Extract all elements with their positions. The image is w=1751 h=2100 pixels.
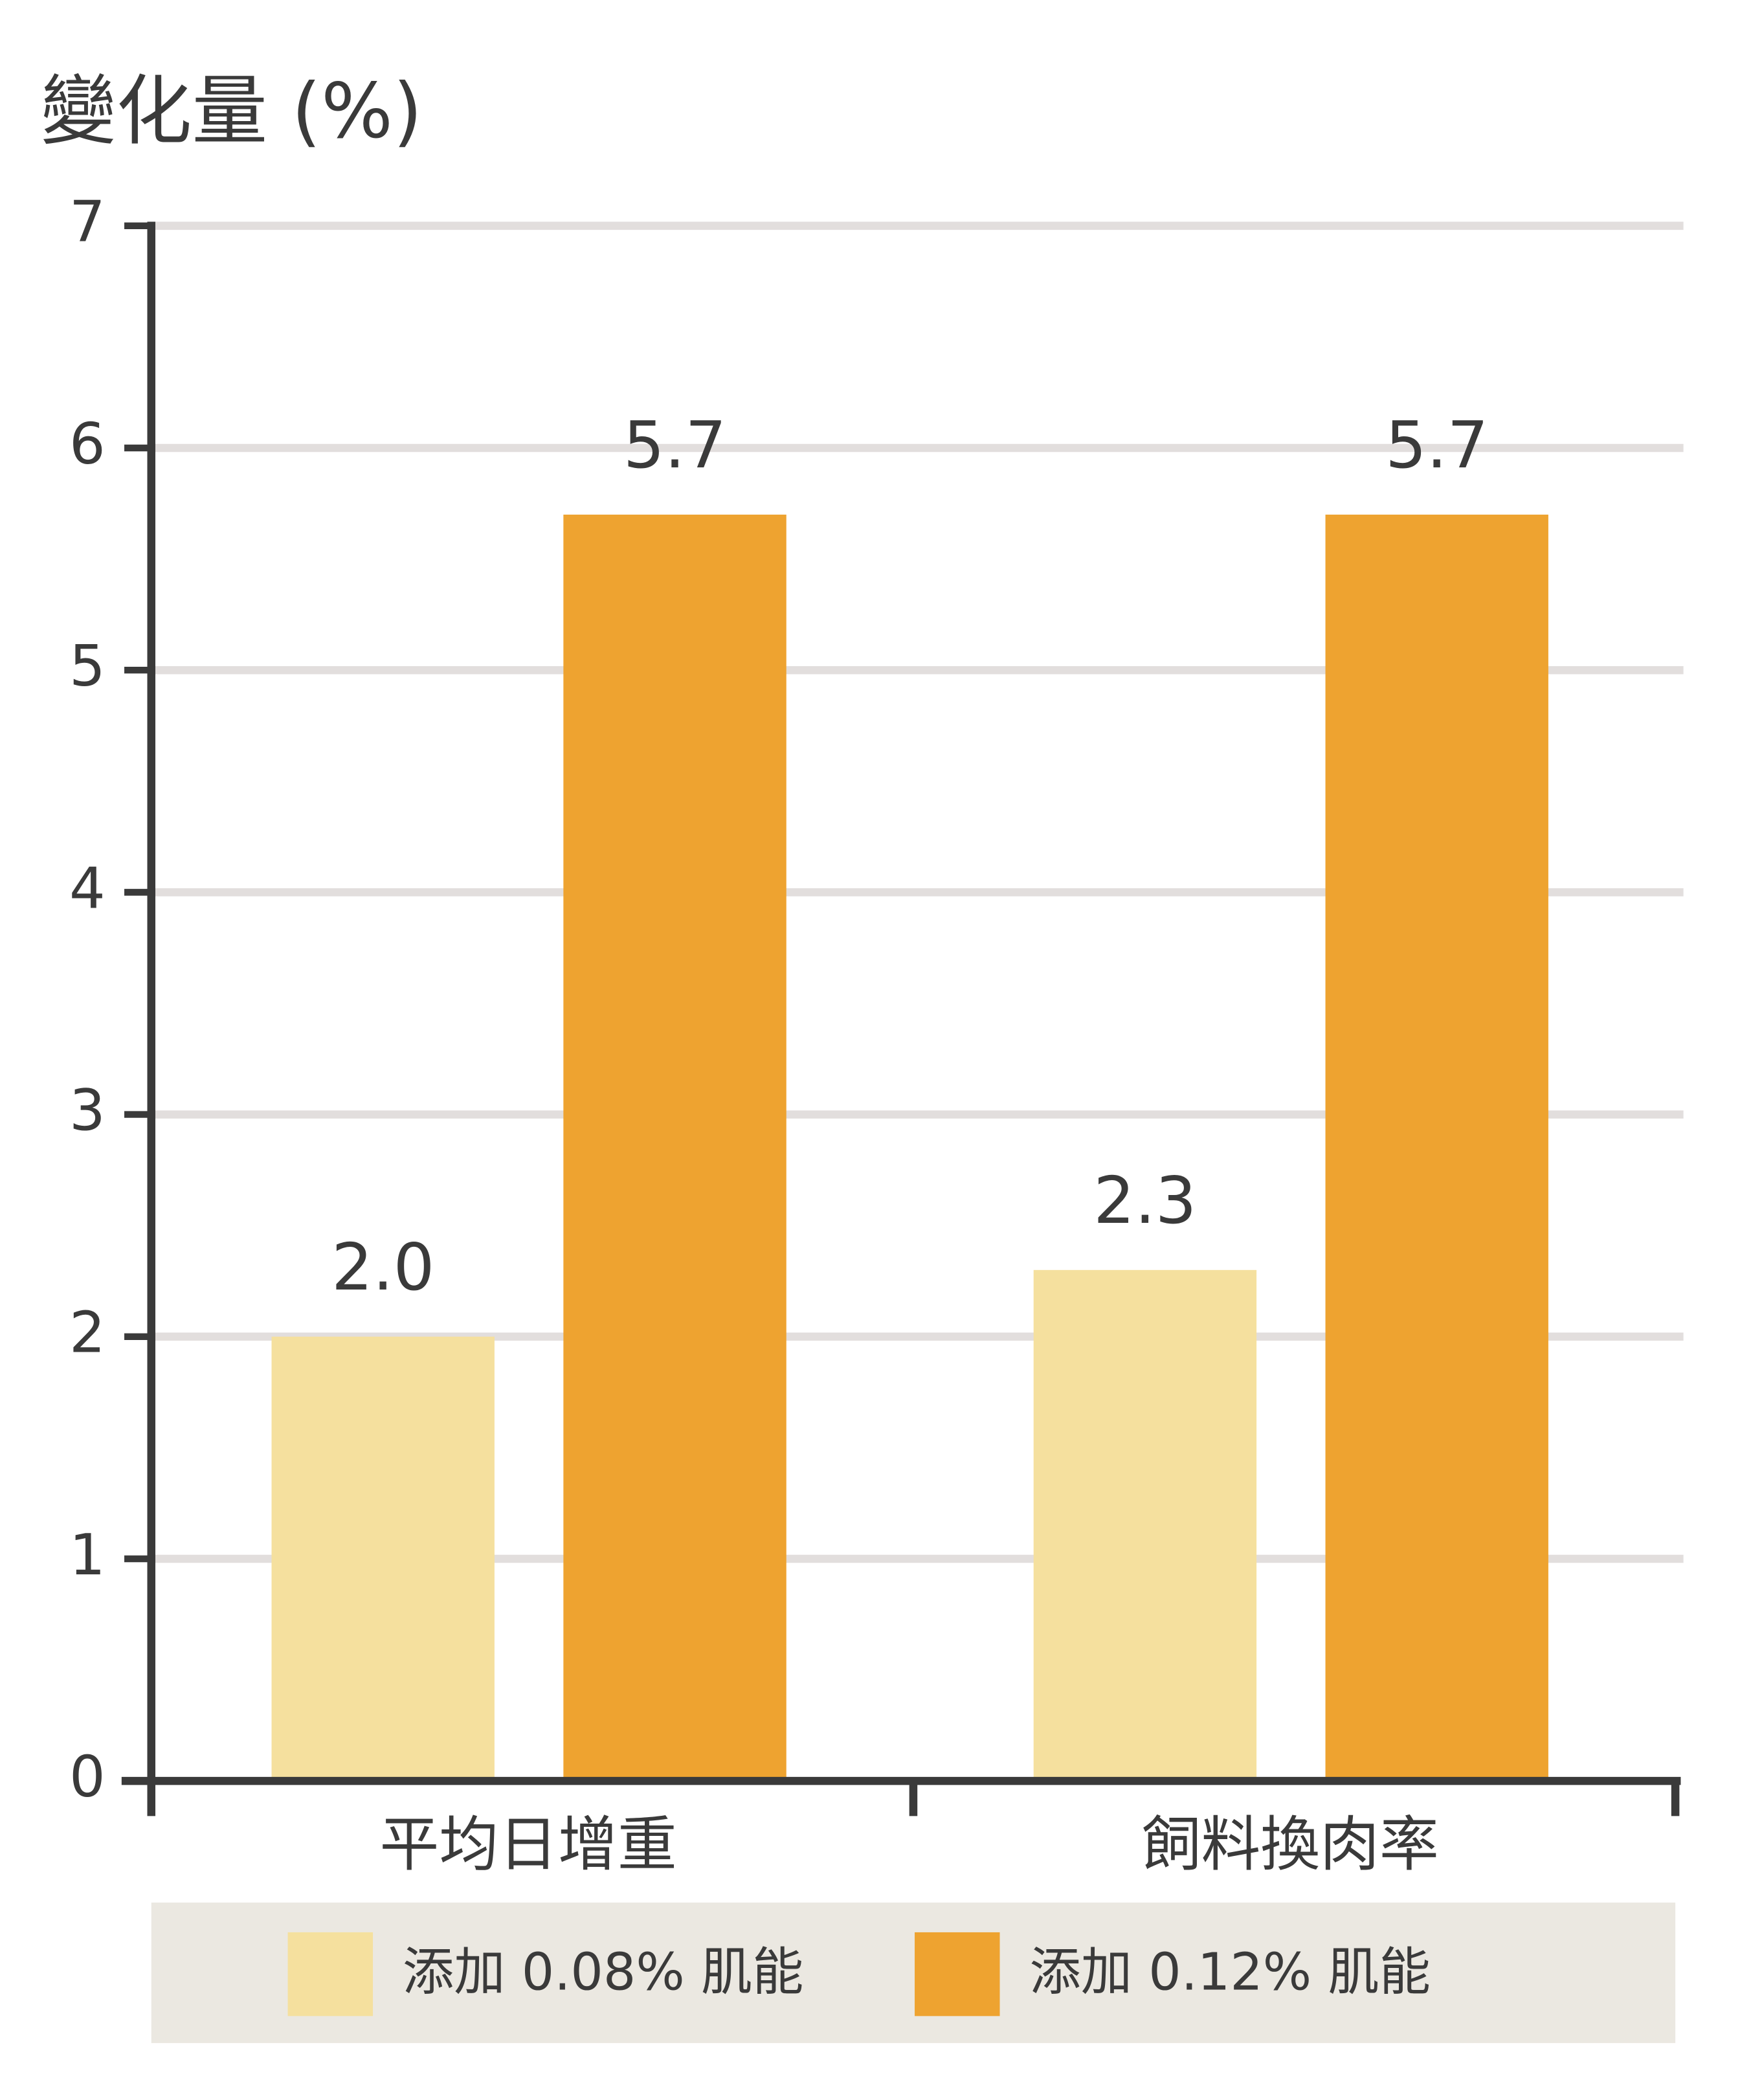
legend-swatch	[915, 1932, 1000, 2016]
value-label: 5.7	[623, 407, 726, 483]
y-tick-label: 2	[69, 1300, 106, 1366]
legend-label: 添加 0.12% 肌能	[1029, 1942, 1431, 2002]
bar	[271, 1336, 495, 1782]
bar	[1033, 1269, 1257, 1782]
x-tick-label: 平均日增重	[380, 1810, 677, 1879]
y-tick-label: 4	[69, 855, 106, 921]
value-label: 2.3	[1093, 1163, 1196, 1238]
y-tick-label: 3	[69, 1078, 106, 1144]
legend-label: 添加 0.08% 肌能	[403, 1942, 804, 2002]
legend-swatch	[287, 1932, 374, 2016]
y-axis-label: 變化量 (%)	[41, 67, 423, 155]
y-tick-label: 6	[69, 411, 106, 477]
y-tick-label: 5	[69, 633, 106, 699]
value-label: 5.7	[1385, 407, 1488, 483]
bar	[1325, 514, 1548, 1782]
value-label: 2.0	[331, 1229, 434, 1305]
legend-box	[151, 1903, 1676, 2044]
y-tick-label: 1	[69, 1522, 106, 1588]
y-tick-label: 7	[69, 189, 106, 255]
bar	[563, 514, 786, 1782]
x-tick-label: 飼料換肉率	[1142, 1810, 1439, 1879]
y-tick-label: 0	[69, 1744, 106, 1810]
